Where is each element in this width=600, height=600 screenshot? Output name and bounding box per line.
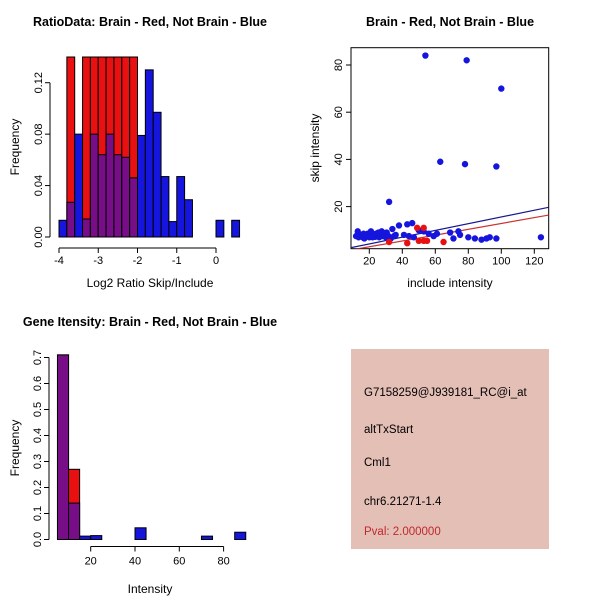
svg-text:40: 40 <box>396 256 408 268</box>
svg-text:0.00: 0.00 <box>33 226 45 247</box>
svg-text:0.12: 0.12 <box>33 72 45 93</box>
svg-text:0.08: 0.08 <box>33 123 45 144</box>
svg-text:-4: -4 <box>54 255 64 267</box>
scatter-title: Brain - Red, Not Brain - Blue <box>365 15 535 29</box>
scatter-ylabel: skip intensity <box>308 113 322 183</box>
svg-text:80: 80 <box>217 556 229 568</box>
svg-text:0.6: 0.6 <box>32 376 44 391</box>
svg-text:0.4: 0.4 <box>32 428 44 443</box>
svg-text:0.0: 0.0 <box>32 532 44 547</box>
gene-hist-ylabel: Frequency <box>8 419 22 477</box>
svg-text:100: 100 <box>492 256 510 268</box>
locus: chr6.21271-1.4 <box>364 496 442 508</box>
svg-text:20: 20 <box>333 200 345 212</box>
svg-text:60: 60 <box>173 556 185 568</box>
ratio-hist-title: RatioData: Brain - Red, Not Brain - Blue <box>32 15 268 29</box>
gene-hist-xlabel: Intensity <box>127 582 173 596</box>
info-panel: G7158259@J939181_RC@i_at altTxStart Cml1… <box>351 349 549 549</box>
svg-text:0.3: 0.3 <box>32 454 44 469</box>
svg-text:40: 40 <box>333 153 345 165</box>
gene-name: Cml1 <box>364 457 391 469</box>
svg-text:-1: -1 <box>172 255 182 267</box>
svg-text:60: 60 <box>429 256 441 268</box>
svg-text:-2: -2 <box>133 255 143 267</box>
svg-text:0.2: 0.2 <box>32 480 44 495</box>
svg-text:60: 60 <box>333 106 345 118</box>
svg-text:0.1: 0.1 <box>32 506 44 521</box>
svg-text:0: 0 <box>213 255 219 267</box>
svg-text:20: 20 <box>363 256 375 268</box>
ratio-hist-xlabel: Log2 Ratio Skip/Include <box>86 276 214 290</box>
svg-text:80: 80 <box>462 256 474 268</box>
probe-id: G7158259@J939181_RC@i_at <box>364 387 527 399</box>
event-type: altTxStart <box>364 424 414 436</box>
pval-text: Pval: 2.000000 <box>364 526 441 538</box>
svg-text:0.5: 0.5 <box>32 402 44 417</box>
svg-text:80: 80 <box>333 59 345 71</box>
scatter-xlabel: include intensity <box>407 276 493 290</box>
svg-text:40: 40 <box>129 556 141 568</box>
gene-hist-title: Gene Itensity: Brain - Red, Not Brain - … <box>22 315 278 329</box>
svg-text:120: 120 <box>525 256 543 268</box>
svg-text:0.04: 0.04 <box>33 175 45 196</box>
svg-text:0.7: 0.7 <box>32 350 44 365</box>
svg-text:-3: -3 <box>93 255 103 267</box>
ratio-hist-ylabel: Frequency <box>8 118 22 176</box>
svg-text:20: 20 <box>85 556 97 568</box>
